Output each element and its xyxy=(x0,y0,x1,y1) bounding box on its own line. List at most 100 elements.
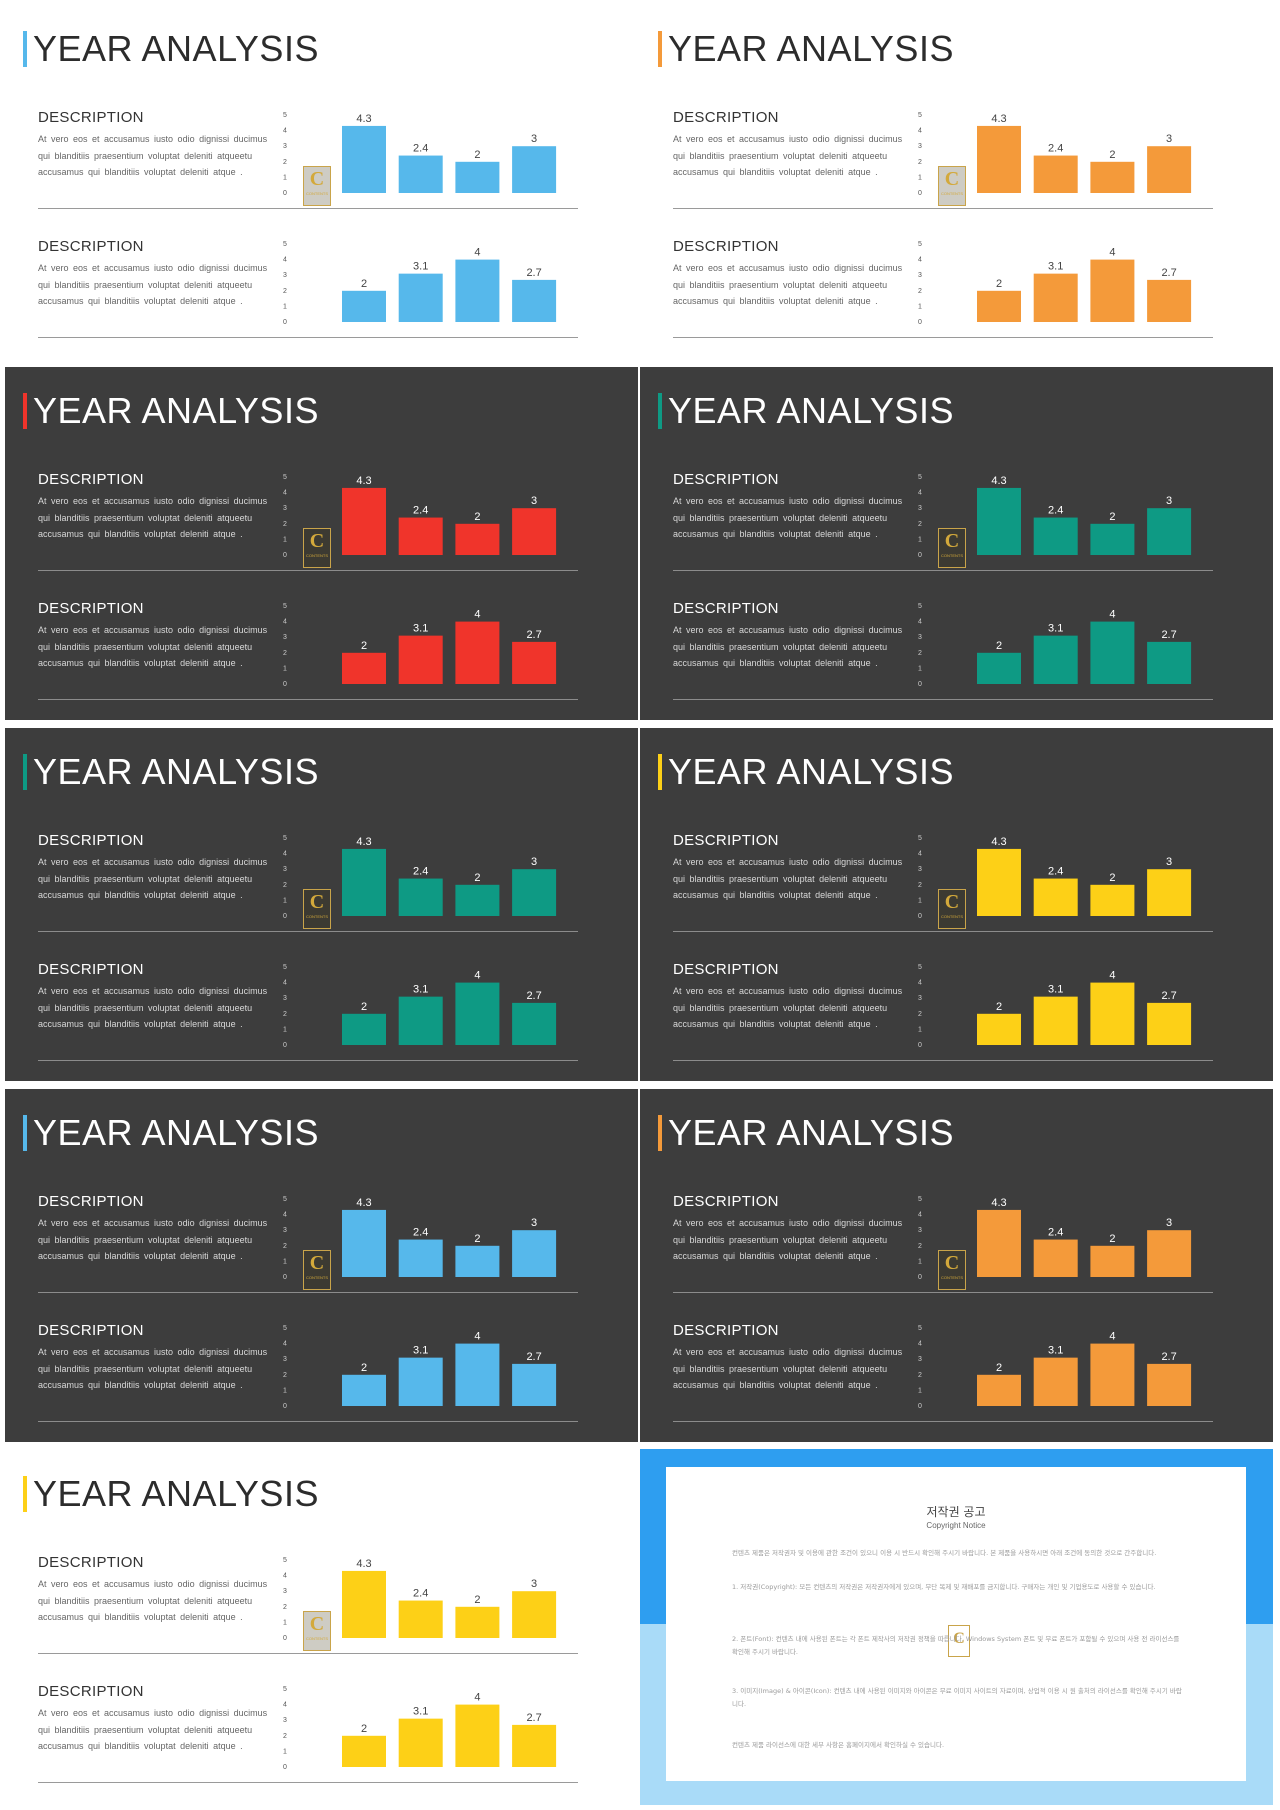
y-tick-label: 3 xyxy=(918,1356,922,1363)
description-title: DESCRIPTION xyxy=(38,1193,144,1210)
bar-value-label: 2.4 xyxy=(1048,866,1063,878)
y-tick-label: 0 xyxy=(283,913,287,920)
bar xyxy=(512,1002,557,1045)
description-body: At vero eos et accusamus iusto odio dign… xyxy=(673,1347,903,1390)
y-tick-label: 1 xyxy=(918,1026,922,1033)
analysis-block-2: DESCRIPTION At vero eos et accusamus iust… xyxy=(640,600,1273,720)
logo-letter: C xyxy=(309,891,325,913)
y-tick-label: 2 xyxy=(283,1604,287,1611)
bar-value-label: 3 xyxy=(1166,495,1172,507)
description-title: DESCRIPTION xyxy=(673,109,779,126)
y-tick-label: 2 xyxy=(283,650,287,657)
y-tick-label: 5 xyxy=(918,603,922,610)
title-accent-bar xyxy=(23,31,27,67)
description-body: At vero eos et accusamus iusto odio dign… xyxy=(673,986,903,1029)
y-tick-label: 3 xyxy=(283,866,287,873)
bar-value-label: 2 xyxy=(1109,511,1115,523)
y-tick-label: 1 xyxy=(918,536,922,543)
y-tick-label: 3 xyxy=(283,505,287,512)
description-body: At vero eos et accusamus iusto odio dign… xyxy=(673,857,903,900)
bar-value-label: 2.7 xyxy=(1161,267,1176,279)
bar-value-label: 4.3 xyxy=(991,475,1006,487)
bar-value-label: 4.3 xyxy=(991,1197,1006,1209)
bar xyxy=(977,125,1021,193)
y-tick-label: 5 xyxy=(283,112,287,119)
y-tick-label: 5 xyxy=(918,1325,922,1332)
copyright-paragraph-3: 3. 이미지(Image) & 아이콘(Icon): 컨텐츠 내에 사용된 이미… xyxy=(732,1687,1182,1708)
analysis-block-1: DESCRIPTION At vero eos et accusamus iust… xyxy=(5,1193,638,1321)
y-tick-label: 0 xyxy=(918,1274,922,1281)
bar xyxy=(1033,996,1078,1045)
slide-6: YEAR ANALYSIS DESCRIPTION At vero eos et a… xyxy=(640,728,1273,1081)
y-tick-label: 3 xyxy=(283,1717,287,1724)
bar-value-label: 2 xyxy=(996,640,1002,652)
bar-value-label: 4 xyxy=(474,970,480,982)
bar xyxy=(1147,1363,1192,1406)
bar-value-label: 3 xyxy=(531,1578,537,1590)
y-tick-label: 2 xyxy=(918,1372,922,1379)
y-tick-label: 1 xyxy=(283,897,287,904)
y-tick-label: 4 xyxy=(918,490,922,497)
y-tick-label: 1 xyxy=(283,174,287,181)
bar-value-label: 4 xyxy=(474,609,480,621)
bar xyxy=(512,1363,557,1406)
slide-8: YEAR ANALYSIS DESCRIPTION At vero eos et a… xyxy=(640,1089,1273,1442)
y-tick-label: 5 xyxy=(283,1557,287,1564)
y-tick-label: 5 xyxy=(283,603,287,610)
block-divider xyxy=(673,337,1213,338)
y-tick-label: 5 xyxy=(283,1325,287,1332)
y-tick-label: 4 xyxy=(918,1341,922,1348)
bar-value-label: 4.3 xyxy=(356,1197,371,1209)
description-body: At vero eos et accusamus iusto odio dign… xyxy=(38,496,268,539)
y-tick-label: 2 xyxy=(918,521,922,528)
y-tick-label: 5 xyxy=(918,112,922,119)
bar xyxy=(1033,635,1078,684)
y-tick-label: 3 xyxy=(918,866,922,873)
contents-logo-icon: C CONTENTS xyxy=(303,889,331,929)
bar-value-label: 2 xyxy=(361,1723,367,1735)
bar xyxy=(455,982,500,1045)
bar-value-label: 2 xyxy=(361,1001,367,1013)
block-divider xyxy=(673,1421,1213,1422)
bar xyxy=(342,652,386,684)
description-title: DESCRIPTION xyxy=(38,238,144,255)
description-title: DESCRIPTION xyxy=(38,832,144,849)
bar-value-label: 2.7 xyxy=(1161,629,1176,641)
analysis-block-1: DESCRIPTION At vero eos et accusamus iust… xyxy=(640,471,1273,599)
y-tick-label: 4 xyxy=(283,1573,287,1580)
bar-chart: 0 1 2 3 4 5 2 3.1 4 2.7 xyxy=(283,1325,557,1410)
title-accent-bar xyxy=(23,1115,27,1151)
logo-caption: CONTENTS xyxy=(306,1275,328,1280)
bar xyxy=(512,641,557,684)
y-tick-label: 3 xyxy=(283,272,287,279)
bar xyxy=(398,996,443,1045)
slide-title: YEAR ANALYSIS xyxy=(33,1112,319,1153)
bar-value-label: 2 xyxy=(474,1233,480,1245)
block-divider xyxy=(673,1292,1213,1293)
y-tick-label: 4 xyxy=(918,619,922,626)
y-tick-label: 5 xyxy=(283,964,287,971)
bar-value-label: 2.4 xyxy=(1048,1227,1063,1239)
bar-value-label: 3 xyxy=(1166,856,1172,868)
bar-chart: 0 1 2 3 4 5 4.3 2.4 2 3 xyxy=(283,1557,557,1642)
bar-value-label: 4.3 xyxy=(356,1558,371,1570)
y-tick-label: 0 xyxy=(918,190,922,197)
bar xyxy=(512,869,557,916)
contents-logo-icon: C CONTENTS xyxy=(938,1250,966,1290)
title-accent-bar xyxy=(23,393,27,429)
bar xyxy=(342,290,386,322)
bar xyxy=(512,1230,557,1277)
bar-value-label: 3.1 xyxy=(1048,1345,1063,1357)
description-title: DESCRIPTION xyxy=(38,600,144,617)
y-tick-label: 2 xyxy=(283,159,287,166)
bar-value-label: 2 xyxy=(1109,149,1115,161)
y-tick-label: 2 xyxy=(918,288,922,295)
analysis-block-1: DESCRIPTION At vero eos et accusamus iust… xyxy=(640,109,1273,237)
y-tick-label: 1 xyxy=(283,1387,287,1394)
y-tick-label: 3 xyxy=(283,995,287,1002)
y-tick-label: 3 xyxy=(283,1588,287,1595)
y-tick-label: 4 xyxy=(918,257,922,264)
copyright-logo-letter: C xyxy=(953,1630,965,1647)
bar-chart: 0 1 2 3 4 5 4.3 2.4 2 3 xyxy=(283,112,557,197)
y-tick-label: 1 xyxy=(918,1387,922,1394)
